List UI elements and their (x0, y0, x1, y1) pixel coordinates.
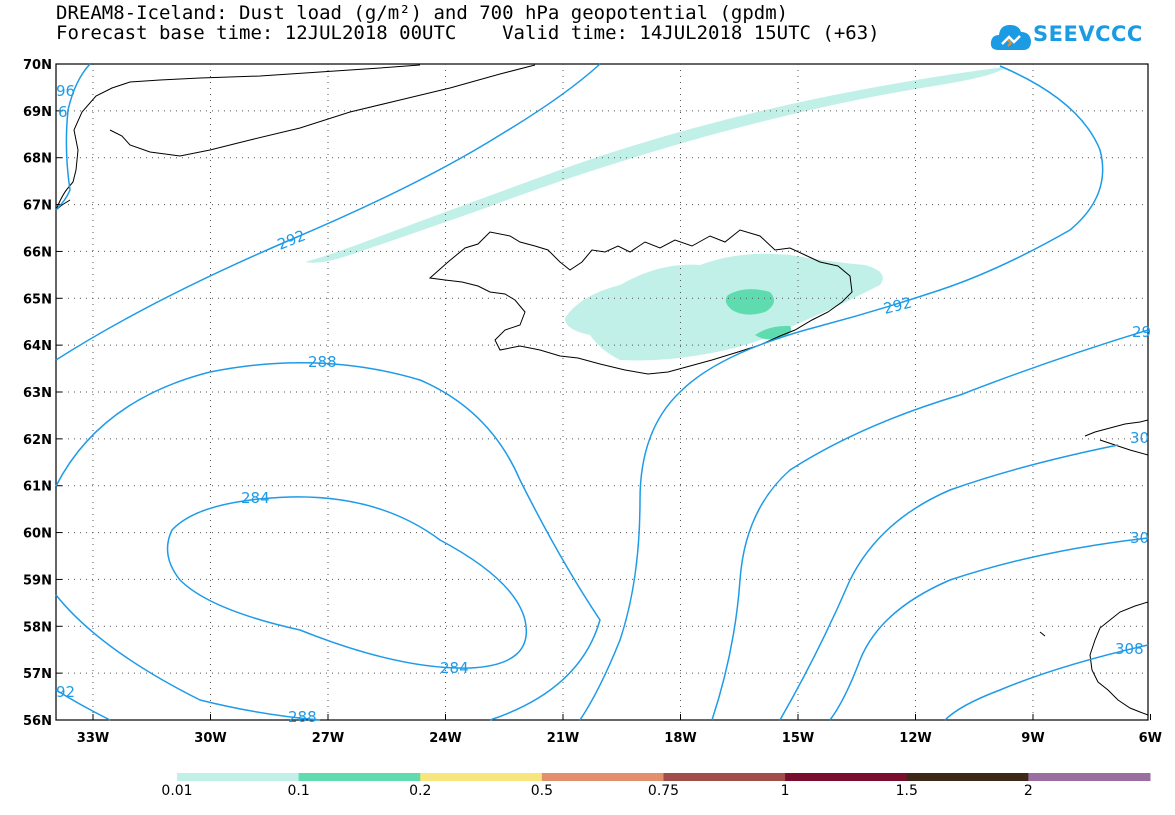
colorbar-swatch (298, 773, 421, 781)
latitude-label: 65N (23, 292, 52, 307)
scotland-coast (1039, 601, 1149, 716)
contour-label: 30 (1130, 429, 1149, 447)
longitude-label: 27W (312, 731, 344, 746)
colorbar-swatch (541, 773, 664, 781)
latitude-label: 66N (23, 245, 52, 260)
longitude-label: 18W (664, 731, 696, 746)
latitude-label: 57N (23, 667, 52, 682)
contour-label: 288 (288, 708, 317, 726)
dust-core (725, 289, 774, 315)
latitude-label: 70N (23, 58, 52, 73)
iceland-coast (428, 229, 853, 375)
contour-label: 96 (56, 82, 75, 100)
colorbar-label: 0.75 (647, 783, 680, 799)
contour-labels: 292 288 284 284 292 96 6 92 288 29 30 30… (56, 82, 1151, 726)
latitude-label: 69N (23, 105, 52, 120)
latitude-label: 61N (23, 480, 52, 495)
contour-292-southwest (55, 689, 111, 721)
longitude-label: 30W (194, 731, 226, 746)
faroe-coast (1084, 419, 1149, 456)
coastlines (55, 64, 1149, 716)
colorbar-swatch (1028, 773, 1151, 781)
latitude-label: 59N (23, 573, 52, 588)
colorbar-swatch (420, 773, 543, 781)
longitude-label: 33W (77, 731, 109, 746)
longitude-label: 12W (899, 731, 931, 746)
contour-label: 284 (440, 659, 469, 677)
map-subtitle: Forecast base time: 12JUL2018 00UTC Vali… (56, 22, 880, 44)
latitude-label: 62N (23, 433, 52, 448)
geopotential-contours (55, 63, 1149, 721)
contour-label: 29 (1132, 323, 1151, 341)
colorbar-label: 0.2 (409, 783, 432, 799)
contour-308 (944, 644, 1149, 721)
contour-label: 6 (58, 103, 68, 121)
latitude-label: 68N (23, 152, 52, 167)
colorbar-swatch (785, 773, 908, 781)
contour-304 (829, 537, 1149, 721)
contour-greenland-a (55, 63, 91, 211)
colorbar-swatch (177, 773, 300, 781)
latitude-label: 60N (23, 527, 52, 542)
contour-label: 92 (56, 683, 75, 701)
colorbar-label: 0.01 (161, 783, 193, 799)
contour-label: 288 (308, 353, 337, 371)
contour-288-south (55, 594, 321, 721)
contour-284 (166, 496, 527, 669)
contour-292-east (579, 65, 1104, 721)
logo-text: SEEVCCC (1033, 22, 1143, 46)
contour-300 (779, 444, 1119, 721)
contour-label: 292 (882, 293, 914, 317)
colorbar-label: 1 (780, 783, 790, 799)
latitude-label: 63N (23, 386, 52, 401)
dust-shading (305, 67, 1005, 361)
longitude-label: 15W (782, 731, 814, 746)
dust-area-iceland (565, 253, 883, 361)
colorbar-swatch (906, 773, 1029, 781)
latitude-label: 67N (23, 199, 52, 214)
latitude-label: 64N (23, 339, 52, 354)
dust-core-south (755, 325, 792, 340)
colorbar-label: 1.5 (895, 783, 918, 799)
colorbar-label: 0.1 (287, 783, 310, 799)
longitude-label: 9W (1021, 731, 1044, 746)
greenland-coast (55, 64, 536, 211)
latitude-label: 56N (23, 714, 52, 729)
latitude-label: 58N (23, 620, 52, 635)
colorbar (177, 773, 1151, 781)
colorbar-label: 2 (1023, 783, 1033, 799)
contour-288 (55, 361, 601, 721)
contour-label: 284 (241, 489, 270, 507)
colorbar-swatch (663, 773, 786, 781)
cloud-icon (990, 25, 1031, 50)
longitude-label: 24W (429, 731, 461, 746)
contour-label: 30 (1130, 529, 1149, 547)
contour-292-north (55, 63, 601, 361)
map-title: DREAM8-Iceland: Dust load (g/m²) and 700… (56, 2, 789, 24)
longitude-label: 21W (547, 731, 579, 746)
contour-label: 308 (1115, 640, 1144, 658)
latitude-labels: 70N 69N 68N 67N 66N 65N 64N 63N 62N 61N 60N 59N 58N 5… (23, 58, 52, 729)
seevccc-logo: SEEVCCC (990, 20, 1150, 60)
dust-plume-north (305, 67, 1005, 263)
colorbar-label: 0.5 (530, 783, 554, 799)
contour-label: 292 (275, 226, 308, 253)
longitude-label: 6W (1139, 731, 1162, 746)
longitude-labels: 33W 30W 27W 24W 21W 18W 15W 12W 9W 6W (77, 731, 1162, 746)
contour-296 (711, 329, 1149, 721)
